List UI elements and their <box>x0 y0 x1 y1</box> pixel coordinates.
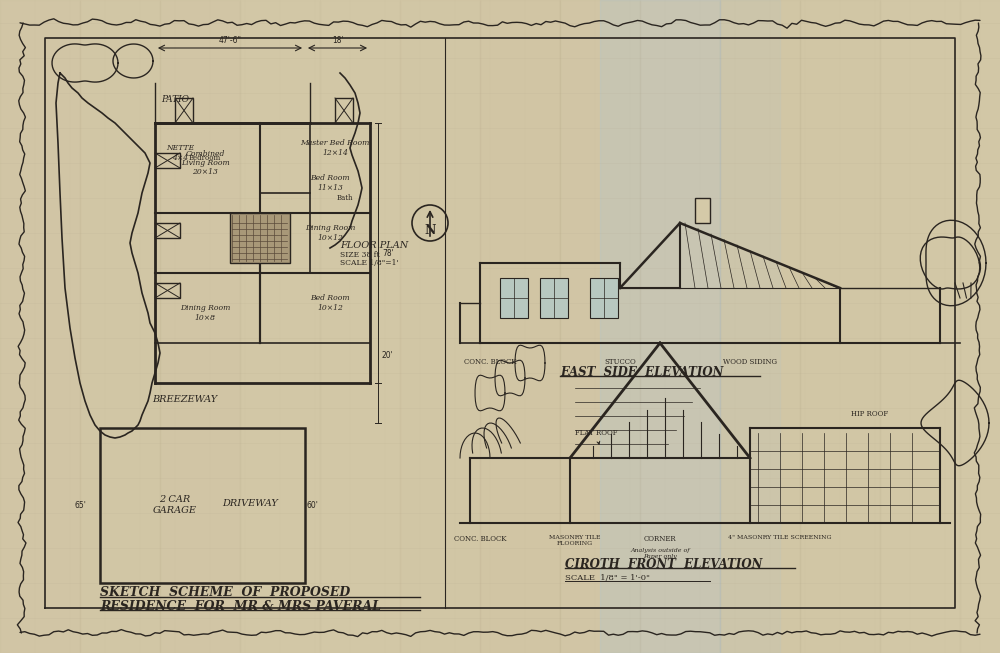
Bar <box>400 0 480 653</box>
Text: SCALE  1/8" = 1'-0": SCALE 1/8" = 1'-0" <box>565 574 650 582</box>
Text: PATIO: PATIO <box>161 95 189 104</box>
Text: Bed Room
10×12: Bed Room 10×12 <box>310 295 350 311</box>
Text: Bedroom: Bedroom <box>189 154 221 162</box>
Text: CONC. BLOCK: CONC. BLOCK <box>454 535 506 543</box>
Text: Bed Room
11×13: Bed Room 11×13 <box>310 174 350 191</box>
Bar <box>540 278 568 318</box>
Text: CORNER: CORNER <box>644 535 676 543</box>
Bar <box>720 0 780 653</box>
Bar <box>800 0 880 653</box>
Text: 60': 60' <box>306 500 318 509</box>
Text: 4" MASONRY TILE SCREENING: 4" MASONRY TILE SCREENING <box>728 535 832 540</box>
Text: CIROTH  FRONT  ELEVATION: CIROTH FRONT ELEVATION <box>565 558 762 571</box>
Text: Combined
Living Room
20×13: Combined Living Room 20×13 <box>181 150 229 176</box>
Text: 2 CAR
GARAGE: 2 CAR GARAGE <box>153 495 197 515</box>
Text: N: N <box>424 225 436 238</box>
Text: RESIDENCE  FOR  MR & MRS PAVERAL: RESIDENCE FOR MR & MRS PAVERAL <box>100 599 381 613</box>
Bar <box>480 0 560 653</box>
Bar <box>230 213 290 263</box>
Bar <box>500 278 528 318</box>
Bar <box>335 98 353 123</box>
Text: Dining Room
10×8: Dining Room 10×8 <box>180 304 230 321</box>
Text: EAST  SIDE  ELEVATION: EAST SIDE ELEVATION <box>560 366 723 379</box>
Bar <box>160 0 240 653</box>
Bar <box>600 0 720 653</box>
Bar <box>0 0 80 653</box>
Text: 47'-6": 47'-6" <box>218 36 242 45</box>
Bar <box>720 0 800 653</box>
Bar <box>240 0 320 653</box>
Bar <box>175 98 193 123</box>
Text: WOOD SIDING: WOOD SIDING <box>723 358 777 366</box>
Text: MASONRY TILE
FLOORING: MASONRY TILE FLOORING <box>549 535 601 546</box>
Text: FLAT ROOF: FLAT ROOF <box>575 429 618 444</box>
Bar <box>155 283 180 298</box>
Bar <box>320 0 400 653</box>
Text: SCALE 1/8"=1': SCALE 1/8"=1' <box>340 259 399 267</box>
Text: STUCCO: STUCCO <box>604 358 636 366</box>
Text: CONC. BLOCK: CONC. BLOCK <box>464 358 516 366</box>
Text: BREEZEWAY: BREEZEWAY <box>152 396 218 404</box>
Text: HIP ROOF: HIP ROOF <box>851 410 889 418</box>
Text: SIZE 38 ft: SIZE 38 ft <box>340 251 380 259</box>
Bar <box>695 198 710 223</box>
Text: SKETCH  SCHEME  OF  PROPOSED: SKETCH SCHEME OF PROPOSED <box>100 586 350 599</box>
Bar <box>640 0 720 653</box>
Bar <box>590 278 618 318</box>
Text: 20': 20' <box>382 351 394 360</box>
Text: 65': 65' <box>74 500 86 509</box>
Bar <box>155 223 180 238</box>
Text: FLOOR PLAN: FLOOR PLAN <box>340 240 408 249</box>
Text: DRIVEWAY: DRIVEWAY <box>222 498 278 507</box>
Bar <box>80 0 160 653</box>
Bar <box>880 0 960 653</box>
Text: 78': 78' <box>382 249 394 257</box>
Text: NETTE
4×4: NETTE 4×4 <box>166 144 194 161</box>
Bar <box>155 153 180 168</box>
Text: 18': 18' <box>332 36 344 45</box>
Bar <box>100 428 305 583</box>
Bar <box>560 0 640 653</box>
Text: Analysis outside of
Paper only: Analysis outside of Paper only <box>630 548 690 559</box>
Bar <box>960 0 1000 653</box>
Text: Bath: Bath <box>337 194 353 202</box>
Text: Master Bed Room
12×14: Master Bed Room 12×14 <box>300 139 370 157</box>
Text: Dining Room
10×12: Dining Room 10×12 <box>305 225 355 242</box>
